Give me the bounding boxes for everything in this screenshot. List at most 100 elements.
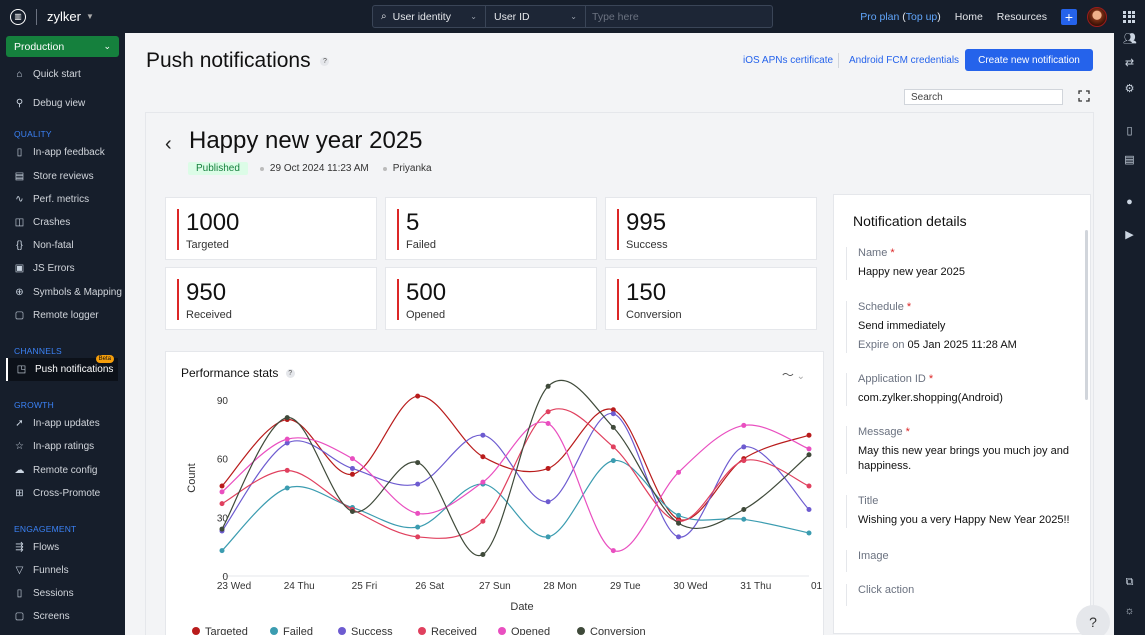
search-field-select[interactable]: User ID ⌄ [486,6,586,27]
stat-value: 5 [406,209,420,236]
home-link[interactable]: Home [954,10,983,23]
data-point-success [741,444,747,450]
cloud-icon: ☁ [14,464,25,476]
environment-select[interactable]: Production ⌄ [6,36,119,57]
data-point-success [349,465,355,471]
status-badge: Published [188,162,248,175]
help-icon[interactable]: ? [285,369,295,379]
data-point-success [806,507,812,513]
theme-icon[interactable]: ☼ [1124,605,1135,617]
sidebar-item-crashes[interactable]: ◫ Crashes [0,211,125,234]
chart-type-select[interactable]: 〜 ⌄ [782,366,805,383]
feedback-icon: ▯ [16,147,23,159]
right-rail: 👥︎ ⇄ ⚙ ▯ ▤ ● ▶ ⧉ ☼ [1114,33,1145,635]
help-button[interactable]: ? [1076,605,1110,635]
section-engagement: ENGAGEMENT [14,523,77,534]
sidebar-item-debug-view[interactable]: ⚲ Debug view [0,92,125,115]
sidebar-item-label: Remote config [33,464,98,476]
home-icon: ⌂ [16,69,23,81]
search-scope-select[interactable]: ⌕ User identity ⌄ [373,6,486,27]
sidebar-item-remote-config[interactable]: ☁ Remote config [0,458,125,481]
data-point-received [284,467,290,473]
sidebar-item-perf-metrics[interactable]: ∿ Perf. metrics [0,188,125,211]
brand[interactable]: ▥ zylker ▼ [10,8,310,25]
ios-apns-link[interactable]: iOS APNs certificate [743,55,834,66]
sidebar-item-push-notifications[interactable]: ◳ Push notifications Beta [6,354,118,382]
add-button[interactable]: + [1061,8,1077,25]
star-icon: ☆ [15,441,24,453]
stat-accent [397,209,399,250]
swap-icon[interactable]: ⇄ [1124,57,1135,69]
sidebar-item-remote-logger[interactable]: ▢ Remote logger [0,304,125,327]
users-icon[interactable]: 👥︎ [1123,33,1137,45]
settings-icon[interactable]: ⚙ [1124,83,1135,95]
chat-icon[interactable]: ⧉ [1125,576,1134,588]
search-input[interactable] [904,89,1063,105]
performance-title-text: Performance stats [181,366,279,380]
apps-grid-icon[interactable] [1123,10,1135,23]
sidebar-item-sessions[interactable]: ▯ Sessions [0,582,125,605]
series-line-received [221,408,810,539]
push-notification-icon: ◳ [16,363,27,375]
legend-label: Success [351,626,393,635]
sidebar-item-cross-promote[interactable]: ⊞ Cross-Promote [0,482,125,505]
legend-label: Failed [283,626,313,635]
sidebar-item-label: Remote logger [33,309,99,321]
data-point-opened [480,479,486,485]
series-line-conversion [221,379,810,557]
sidebar-item-non-fatal[interactable]: {} Non-fatal [0,234,125,257]
sidebar-item-label: Crashes [33,217,71,229]
data-point-received [480,518,486,524]
sidebar-item-store-reviews[interactable]: ▤ Store reviews [0,165,125,188]
data-point-conversion [741,507,747,513]
sidebar-item-flows[interactable]: ⇶ Flows [0,536,125,559]
data-point-received [415,534,421,540]
device-icon[interactable]: ▯ [1126,125,1133,137]
legend-label: Targeted [205,626,248,635]
data-point-failed [415,524,421,530]
apple-icon[interactable]: ● [1126,196,1133,208]
page-title-text: Push notifications [146,49,311,72]
sidebar-item-in-app-updates[interactable]: ➚ In-app updates [0,412,125,435]
pin-icon: ⚲ [15,98,24,110]
data-point-success [610,411,616,417]
global-search-input[interactable] [586,6,772,27]
avatar[interactable] [1087,6,1107,27]
expand-icon[interactable] [1078,90,1090,102]
sidebar-item-in-app-feedback[interactable]: ▯ In-app feedback [0,141,125,164]
play-store-icon[interactable]: ▶ [1125,229,1134,241]
field-label: Application ID [858,373,926,385]
legend-label: Opened [511,626,550,635]
back-arrow-icon[interactable]: ‹ [165,133,172,155]
help-icon[interactable]: ? [320,56,330,66]
resources-link[interactable]: Resources [996,10,1047,23]
data-point-conversion [219,526,225,532]
chevron-down-icon: ⌄ [103,41,111,51]
chevron-down-icon: ▼ [85,12,94,21]
data-point-failed [741,516,747,522]
data-point-success [545,499,551,505]
legend-label: Conversion [590,626,646,635]
sidebar-item-js-errors[interactable]: ▣ JS Errors [0,257,125,280]
sidebar-item-funnels[interactable]: ▽ Funnels [0,559,125,582]
sidebar-item-in-app-ratings[interactable]: ☆ In-app ratings [0,435,125,458]
sidebar-item-screens[interactable]: ▢ Screens [0,605,125,628]
sidebar-item-symbols-mapping[interactable]: ⊕ Symbols & Mapping [0,281,125,304]
stat-label: Success [626,239,668,251]
notification-author: Priyanka [392,163,432,174]
create-notification-button[interactable]: Create new notification [965,49,1093,71]
topup-link[interactable]: Top up [905,10,938,23]
legend-marker [338,627,346,635]
document-icon[interactable]: ▤ [1124,154,1135,166]
stat-accent [397,279,399,320]
sidebar-item-quick-start[interactable]: ⌂ Quick start [0,63,125,86]
sidebar-item-label: In-app ratings [33,441,95,453]
details-scrollbar[interactable] [1085,230,1088,400]
sessions-icon: ▯ [16,588,23,600]
android-fcm-link[interactable]: Android FCM credentials [849,55,960,66]
details-title: Notification details [853,213,967,229]
legend-label: Received [431,626,477,635]
stat-label: Opened [406,309,446,321]
stat-value: 150 [626,279,667,306]
section-growth: GROWTH [14,400,54,411]
